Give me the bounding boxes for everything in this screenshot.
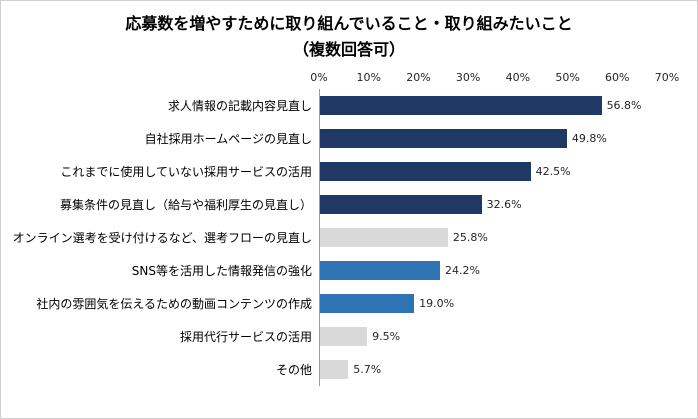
bar-value-label: 9.5% <box>372 330 401 343</box>
bar-category-label: 社内の雰囲気を伝えるための動画コンテンツの作成 <box>36 296 312 311</box>
chart-subtitle: （複数回答可） <box>292 40 405 59</box>
bar-category-label: オンライン選考を受け付けるなど、選考フローの見直し <box>12 230 312 245</box>
chart-title: 応募数を増やすために取り組んでいること・取り組みたいこと <box>125 14 573 33</box>
bar-category-label: その他 <box>275 362 312 377</box>
bar-value-label: 42.5% <box>535 165 571 178</box>
bar <box>320 162 531 181</box>
bar <box>320 96 602 115</box>
x-axis-tick: 40% <box>505 71 531 84</box>
x-axis-tick: 20% <box>406 71 431 84</box>
bar-category-label: 求人情報の記載内容見直し <box>167 98 312 113</box>
bar <box>320 195 482 214</box>
title-block: 応募数を増やすために取り組んでいること・取り組みたいこと （複数回答可） <box>1 11 697 63</box>
bar-value-label: 24.2% <box>444 264 480 277</box>
bar-row: 56.8% <box>319 89 667 122</box>
bar-category-label: 採用代行サービスの活用 <box>179 329 312 344</box>
x-axis-tick: 30% <box>455 71 481 84</box>
bar-row: 24.2% <box>319 254 667 287</box>
bar <box>320 129 567 148</box>
x-axis-tick: 70% <box>654 71 680 84</box>
bar-value-label: 32.6% <box>486 198 522 211</box>
chart-grid: 求人情報の記載内容見直し 56.8% 自社採用ホームページの見直し 49.8% これまで… <box>1 89 667 386</box>
bar-value-label: 25.8% <box>452 231 488 244</box>
bar-value-label: 49.8% <box>571 132 607 145</box>
bar-row: 25.8% <box>319 221 667 254</box>
bar-value-label: 19.0% <box>419 297 455 310</box>
bar-value-label: 56.8% <box>606 99 642 112</box>
bar <box>320 327 368 346</box>
x-axis-tick: 0% <box>310 71 328 84</box>
bar-row: 9.5% <box>319 320 667 353</box>
bar-category-label: これまでに使用していない採用サービスの活用 <box>60 164 312 179</box>
bar-row: 42.5% <box>319 155 667 188</box>
bar <box>320 294 415 313</box>
x-axis-tick: 10% <box>356 71 381 84</box>
bar-row: 32.6% <box>319 188 667 221</box>
bar-row: 5.7% <box>319 353 667 386</box>
bar-row: 19.0% <box>319 287 667 320</box>
bar-row: 49.8% <box>319 122 667 155</box>
bar <box>320 360 349 379</box>
bar <box>320 261 440 280</box>
bar-value-label: 5.7% <box>353 363 382 376</box>
bar-category-label: 自社採用ホームページの見直し <box>144 131 312 146</box>
x-axis-tick: 60% <box>605 71 630 84</box>
bar <box>320 228 448 247</box>
x-axis-tick: 50% <box>555 71 580 84</box>
x-axis: 0% 10% 20% 30% 40% 50% 60% 70% <box>310 71 679 87</box>
bar-category-label: SNS等を活用した情報発信の強化 <box>131 263 312 278</box>
bar-category-label: 募集条件の見直し（給与や福利厚生の見直し） <box>59 197 312 212</box>
